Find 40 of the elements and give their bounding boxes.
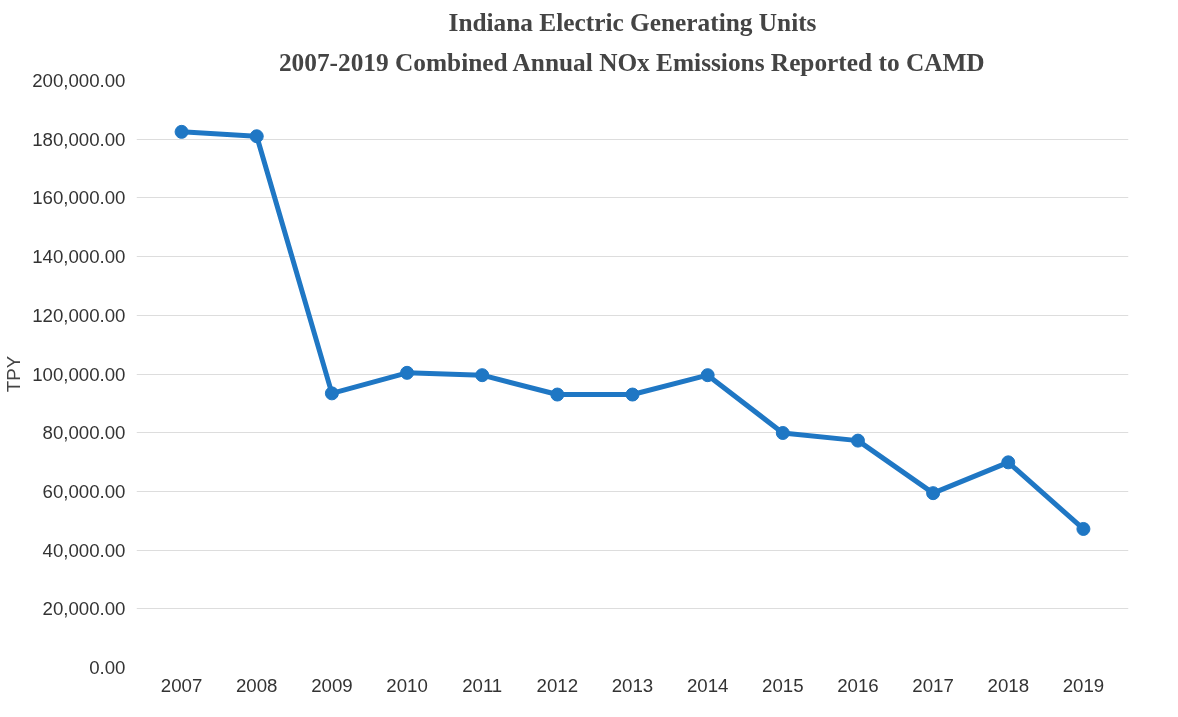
x-tick-label: 2007 — [160, 674, 203, 696]
point — [1076, 521, 1091, 536]
point — [324, 386, 339, 401]
x-tick-label: 2017 — [912, 674, 954, 696]
x-tick-label: 2015 — [762, 674, 804, 696]
point — [625, 387, 640, 402]
y-tick-label: 160,000.00 — [32, 187, 126, 209]
x-tick-label: 2008 — [235, 674, 278, 696]
x-tick-label: 2013 — [611, 674, 654, 696]
x-tick-label: 2016 — [837, 674, 879, 696]
y-tick-label: 40,000.00 — [42, 539, 126, 561]
y-tick-label: 180,000.00 — [32, 128, 126, 150]
point — [775, 426, 790, 440]
y-tick-label: 100,000.00 — [32, 363, 126, 385]
y-tick-label: 80,000.00 — [42, 422, 126, 444]
chart-subtitle: 2007-2019 Combined Annual NOx Emissions Reported to CAMD — [278, 47, 985, 76]
y-tick-label: 0.00 — [89, 657, 126, 678]
point — [475, 368, 490, 383]
y-axis-title: TPY — [3, 355, 25, 393]
x-tick-label: 2010 — [386, 674, 428, 696]
point — [1001, 455, 1016, 470]
x-tick-label: 2011 — [462, 674, 503, 696]
point — [550, 387, 565, 402]
x-tick-label: 2018 — [987, 674, 1030, 696]
point — [926, 486, 941, 501]
point — [850, 433, 865, 448]
y-tick-label: 140,000.00 — [32, 246, 126, 268]
point — [174, 124, 189, 139]
y-tick-label: 120,000.00 — [32, 304, 126, 326]
point — [700, 368, 715, 383]
x-tick-label: 2014 — [686, 674, 729, 696]
x-tick-label: 2019 — [1062, 674, 1105, 696]
chart-title: Indiana Electric Generating Units — [448, 7, 817, 36]
point — [400, 365, 415, 380]
y-tick-label: 200,000.00 — [32, 70, 126, 91]
y-tick-label: 20,000.00 — [42, 598, 126, 620]
point — [249, 129, 264, 144]
x-tick-label: 2009 — [311, 674, 353, 696]
y-tick-label: 60,000.00 — [42, 480, 126, 502]
x-tick-label: 2012 — [536, 674, 579, 696]
